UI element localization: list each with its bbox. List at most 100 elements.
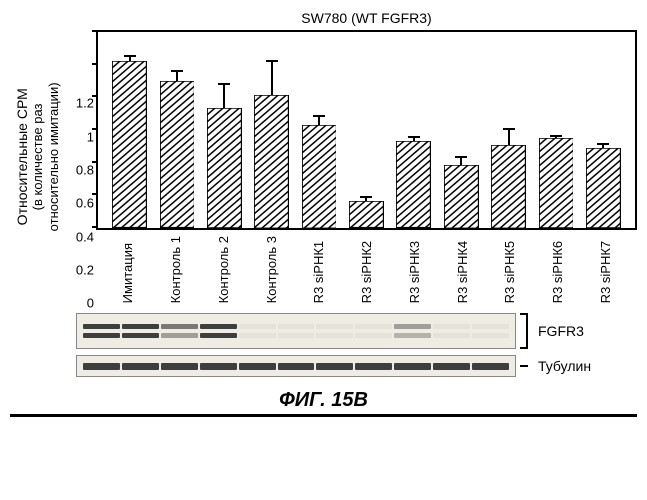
x-label-slot: R3 siРНК4 [440, 236, 484, 303]
bar-slot [297, 32, 340, 228]
blot-lane [472, 360, 509, 372]
y-tick [92, 95, 98, 97]
bar [160, 81, 195, 228]
error-bar [455, 156, 467, 164]
x-label-slot: R3 siРНК2 [345, 236, 389, 303]
x-label-slot: R3 siРНК3 [392, 236, 436, 303]
x-label: R3 siРНК4 [455, 236, 470, 303]
x-label: R3 siРНК2 [359, 236, 374, 303]
x-label-slot: R3 siРНК5 [488, 236, 532, 303]
bar-slot [582, 32, 625, 228]
x-label: R3 siРНК5 [502, 236, 517, 303]
bar-slot [250, 32, 293, 228]
blot-lane [239, 318, 276, 344]
y-tick [92, 161, 98, 163]
blot-lane [83, 318, 120, 344]
x-axis-labels: Имитация Контроль 1 Контроль 2 Контроль 3 R3… [96, 236, 637, 303]
bar [254, 95, 289, 228]
bar-slot [155, 32, 198, 228]
error-bar [550, 135, 562, 138]
x-label: R3 siРНК3 [407, 236, 422, 303]
y-tick [92, 30, 98, 32]
error-bar [408, 136, 420, 141]
error-bar [218, 83, 230, 108]
x-label-slot: Контроль 3 [249, 236, 293, 303]
fgfr3-blot [76, 313, 516, 349]
bar [586, 148, 621, 228]
x-label: R3 siРНК6 [550, 236, 565, 303]
y-tick [92, 128, 98, 130]
error-bar [597, 143, 609, 148]
y-tick-label: 0.4 [76, 229, 94, 244]
bar [302, 125, 337, 228]
y-tick [92, 226, 98, 228]
bar [491, 145, 526, 228]
blot-lane [83, 360, 120, 372]
bar-plot [96, 30, 637, 230]
error-bar [360, 196, 372, 201]
error-bar [503, 128, 515, 145]
blot-lane [433, 318, 470, 344]
blot-lane [122, 360, 159, 372]
x-label-slot: Контроль 2 [201, 236, 245, 303]
x-label: Контроль 2 [216, 236, 231, 303]
western-blot-region: FGFR3 Тубулин [76, 313, 637, 377]
blot-lane [122, 318, 159, 344]
y-axis-label: Относительные СРМ (в количестве раз отно… [10, 10, 62, 303]
y-axis-label-line3: относительно имитации) [46, 82, 61, 231]
x-label: R3 siРНК7 [598, 236, 613, 303]
y-tick [92, 63, 98, 65]
x-label-slot: R3 siРНК1 [297, 236, 341, 303]
tubulin-blot [76, 355, 516, 377]
fgfr3-label: FGFR3 [538, 323, 584, 339]
bar-slot [487, 32, 530, 228]
error-bar [313, 115, 325, 125]
tubulin-tick [520, 365, 528, 367]
figure-caption: ФИГ. 15В [10, 389, 637, 417]
x-label-slot: R3 siРНК6 [536, 236, 580, 303]
bar-slot [108, 32, 151, 228]
blot-lane [316, 318, 353, 344]
error-bar [266, 60, 278, 95]
x-label-slot: Имитация [106, 236, 150, 303]
blot-lane [161, 360, 198, 372]
blot-lane [355, 360, 392, 372]
blot-lane [278, 318, 315, 344]
blot-lane [433, 360, 470, 372]
bar [349, 201, 384, 228]
x-label: R3 siРНК1 [311, 236, 326, 303]
bar [539, 138, 574, 228]
bar-slot [203, 32, 246, 228]
bar-slot [440, 32, 483, 228]
x-label: Контроль 1 [168, 236, 183, 303]
blot-lane [161, 318, 198, 344]
blot-lane [316, 360, 353, 372]
blot-lane [394, 360, 431, 372]
blot-lane [239, 360, 276, 372]
y-axis-label-line2: (в количестве раз [30, 103, 45, 210]
blot-lane [278, 360, 315, 372]
y-tick-label: 0.2 [76, 262, 94, 277]
tubulin-blot-row: Тубулин [76, 355, 637, 377]
y-axis-label-line1: Относительные СРМ [14, 88, 30, 225]
plot-area: SW780 (WT FGFR3) Имитация Контроль 1 Контр… [96, 10, 637, 303]
y-tick-label: 0 [87, 296, 94, 311]
x-label: Имитация [120, 236, 135, 303]
bar-slot [392, 32, 435, 228]
blot-lane [394, 318, 431, 344]
blot-lane [200, 360, 237, 372]
tubulin-label: Тубулин [538, 358, 591, 374]
error-bar [124, 55, 136, 62]
bar [207, 108, 242, 228]
bar [396, 141, 431, 228]
x-label: Контроль 3 [264, 236, 279, 303]
chart-title: SW780 (WT FGFR3) [96, 10, 637, 26]
blot-lane [355, 318, 392, 344]
error-bar [171, 70, 183, 82]
fgfr3-blot-row: FGFR3 [76, 313, 637, 349]
x-label-slot: Контроль 1 [154, 236, 198, 303]
bar [444, 165, 479, 228]
bar-slot [534, 32, 577, 228]
bar [112, 61, 147, 228]
blot-lane [472, 318, 509, 344]
